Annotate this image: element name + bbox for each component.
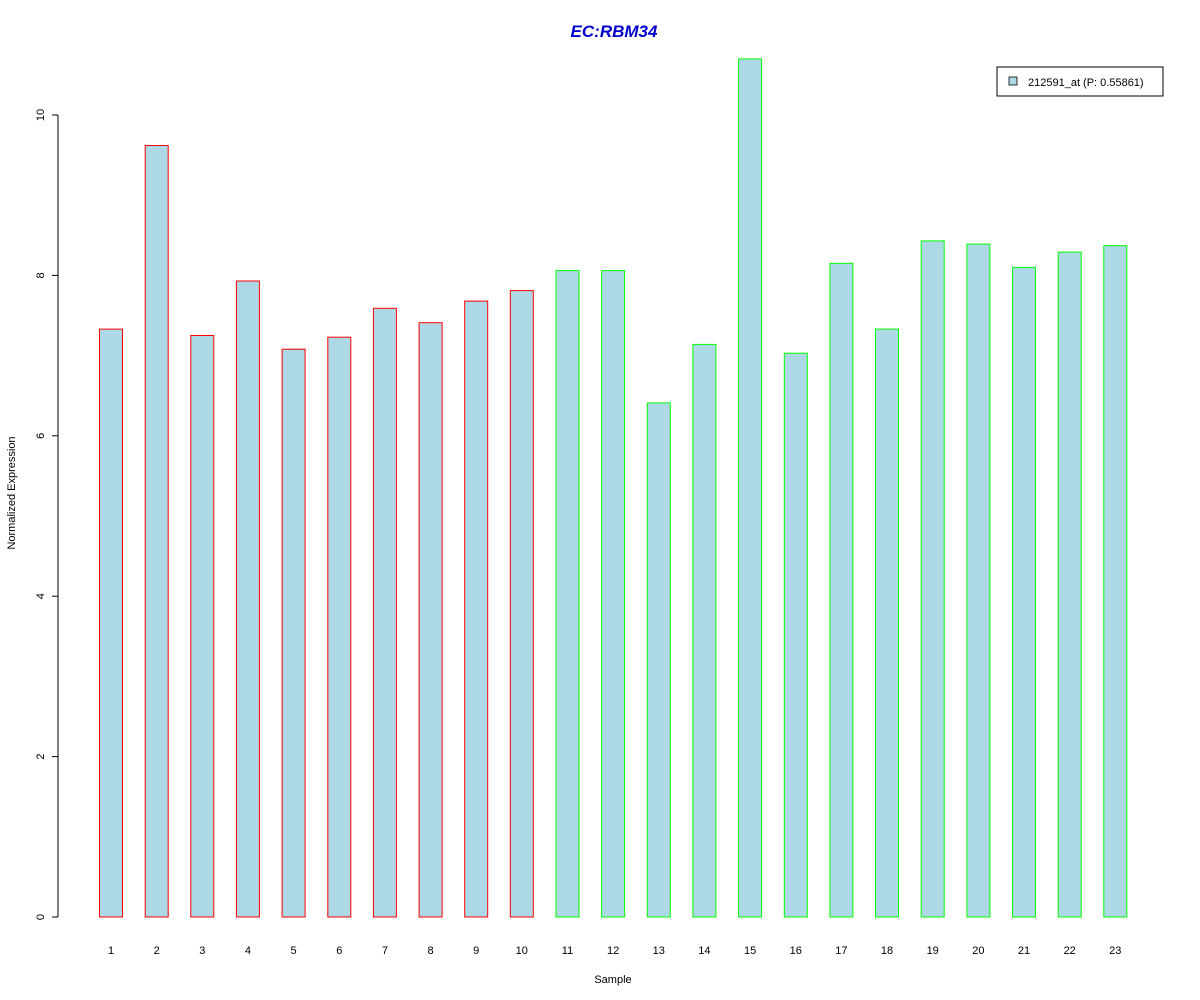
bar-sample-19 <box>920 240 945 918</box>
bar-sample-2 <box>144 145 169 918</box>
x-tick-label: 1 <box>108 945 114 957</box>
x-tick-label: 2 <box>154 945 160 957</box>
bar-sample-22 <box>1057 251 1082 918</box>
bar-sample-12 <box>601 270 626 918</box>
y-tick-label: 0 <box>35 914 47 920</box>
x-tick-label: 20 <box>972 945 984 957</box>
bar-sample-11 <box>555 270 580 918</box>
bar-sample-7 <box>372 307 397 918</box>
x-axis-title: Sample <box>594 974 631 986</box>
x-tick-label: 7 <box>382 945 388 957</box>
bar-sample-6 <box>327 336 352 918</box>
bar-sample-18 <box>875 328 899 918</box>
x-tick-label: 15 <box>744 945 756 957</box>
y-tick-label: 6 <box>35 433 47 439</box>
y-tick-label: 8 <box>35 272 47 278</box>
x-tick-label: 22 <box>1064 945 1076 957</box>
x-tick-label: 9 <box>473 945 479 957</box>
x-tick-label: 21 <box>1018 945 1030 957</box>
y-tick-label: 2 <box>35 754 47 760</box>
bar-sample-15 <box>738 58 763 918</box>
y-tick-label: 4 <box>35 593 47 599</box>
bar-sample-23 <box>1103 245 1128 918</box>
bar-sample-1 <box>99 328 123 918</box>
x-tick-label: 3 <box>199 945 205 957</box>
x-tick-label: 17 <box>835 945 847 957</box>
x-tick-label: 8 <box>428 945 434 957</box>
x-tick-label: 16 <box>790 945 802 957</box>
x-tick-label: 19 <box>927 945 939 957</box>
x-tick-label: 14 <box>698 945 710 957</box>
x-tick-label: 11 <box>562 945 573 957</box>
bar-sample-8 <box>418 322 443 918</box>
bar-sample-16 <box>783 352 808 918</box>
bar-sample-14 <box>692 343 717 918</box>
bar-sample-13 <box>646 402 671 918</box>
x-tick-label: 12 <box>607 945 619 957</box>
legend-label: 212591_at (P: 0.55861) <box>1028 77 1144 89</box>
bars-group <box>99 58 1128 918</box>
legend-box <box>996 66 1164 97</box>
legend-swatch <box>1008 76 1018 86</box>
x-tick-label: 5 <box>291 945 297 957</box>
x-tick-label: 13 <box>653 945 665 957</box>
chart-title: EC:RBM34 <box>571 22 658 41</box>
legend: 212591_at (P: 0.55861) <box>996 66 1164 97</box>
x-tick-label: 10 <box>516 945 528 957</box>
x-tick-label: 4 <box>245 945 251 957</box>
bar-sample-10 <box>509 290 534 918</box>
x-tick-label: 18 <box>881 945 893 957</box>
bar-sample-20 <box>966 243 991 918</box>
bar-sample-17 <box>829 262 854 918</box>
x-tick-labels: 1 2 3 4 5 6 7 8 9 10 11 12 13 14 15 16 17 18 19 20 21 22 23 <box>108 945 1121 957</box>
x-tick-label: 23 <box>1109 945 1121 957</box>
bar-sample-21 <box>1012 266 1036 918</box>
bar-sample-9 <box>464 300 489 918</box>
bar-sample-4 <box>235 280 260 918</box>
bar-sample-5 <box>281 348 306 918</box>
y-tick-label: 10 <box>35 109 47 121</box>
x-tick-label: 6 <box>336 945 342 957</box>
bar-sample-3 <box>190 335 215 918</box>
y-axis: 0 2 4 6 8 10 <box>35 109 59 920</box>
y-axis-title: Normalized Expression <box>6 436 18 549</box>
